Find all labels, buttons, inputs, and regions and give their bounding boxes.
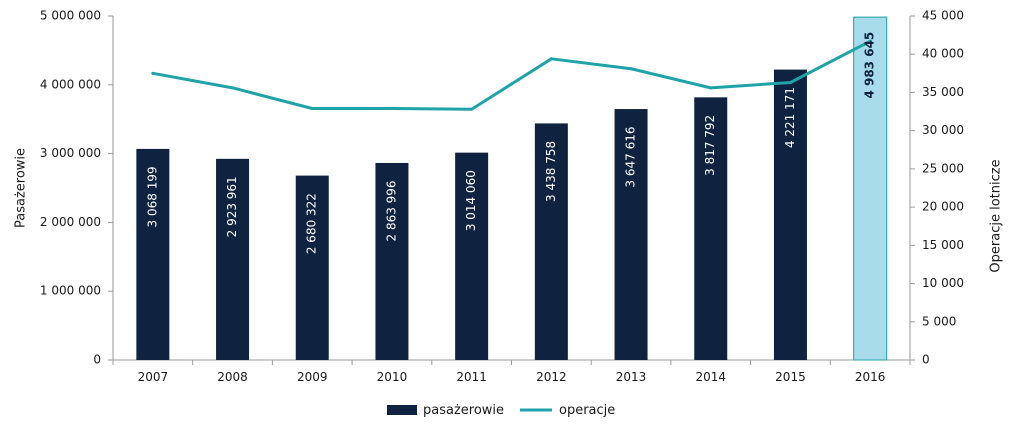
- y2-tick-label: 5 000: [922, 314, 956, 328]
- y2-tick-label: 30 000: [922, 123, 964, 137]
- y-tick-label: 0: [93, 353, 101, 367]
- x-tick-label: 2014: [695, 370, 726, 384]
- bar-data-label-2010: 2 863 996: [384, 180, 398, 241]
- bar-2008: [216, 158, 250, 360]
- x-tick-label: 2010: [377, 370, 408, 384]
- legend-swatch-pasazerowie: [387, 405, 417, 415]
- y-tick-label: 1 000 000: [40, 284, 101, 298]
- bar-2007: [136, 148, 170, 360]
- y-tick-label: 5 000 000: [40, 9, 101, 23]
- bar-data-label-2016: 4 983 645: [863, 32, 877, 99]
- y-axis-title: Pasażerowie: [14, 148, 29, 228]
- bar-data-label-2011: 3 014 060: [464, 170, 478, 231]
- x-tick-label: 2008: [217, 370, 248, 384]
- x-tick-label: 2013: [616, 370, 647, 384]
- y2-tick-label: 45 000: [922, 9, 964, 23]
- y2-tick-label: 10 000: [922, 276, 964, 290]
- legend-label-pasazerowie: pasażerowie: [423, 403, 504, 418]
- point-operacje-2008: [231, 86, 235, 90]
- y2-axis-title: Operacje lotnicze: [989, 159, 1004, 272]
- x-tick-label: 2009: [297, 370, 328, 384]
- y2-tick-label: 40 000: [922, 47, 964, 61]
- bar-data-label-2014: 3 817 792: [703, 115, 717, 176]
- bars: [136, 16, 888, 361]
- point-operacje-2011: [470, 107, 474, 111]
- y-tick-label: 4 000 000: [40, 77, 101, 91]
- legend-label-operacje: operacje: [559, 403, 615, 418]
- y2-tick-label: 25 000: [922, 161, 964, 175]
- x-tick-label: 2007: [138, 370, 169, 384]
- y2-tick-label: 15 000: [922, 238, 964, 252]
- bar-data-label-2012: 3 438 758: [544, 141, 558, 202]
- bar-2016: [853, 16, 888, 361]
- point-operacje-2012: [549, 57, 553, 61]
- bar-2013: [614, 109, 648, 360]
- x-tick-label: 2016: [855, 370, 886, 384]
- point-operacje-2013: [629, 67, 633, 71]
- line-operacje: [151, 39, 872, 111]
- point-operacje-2015: [788, 81, 792, 85]
- y-tick-label: 2 000 000: [40, 215, 101, 229]
- bar-data-label-2015: 4 221 171: [783, 87, 797, 148]
- bar-2015: [773, 69, 807, 360]
- bar-2009: [295, 175, 329, 360]
- bar-2011: [455, 152, 489, 360]
- line-series: [151, 39, 872, 111]
- bar-2010: [375, 162, 409, 360]
- point-operacje-2007: [151, 71, 155, 75]
- x-tick-label: 2012: [536, 370, 567, 384]
- legend: pasażerowie operacje: [387, 403, 615, 418]
- y-tick-label: 3 000 000: [40, 146, 101, 160]
- y2-tick-label: 35 000: [922, 85, 964, 99]
- axes: 0 1 000 000 2 000 000 3 000 000 4 000 000 5 0…: [40, 9, 964, 385]
- point-operacje-2016: [868, 39, 872, 43]
- point-operacje-2010: [390, 106, 394, 110]
- bar-data-label-2007: 3 068 199: [145, 166, 159, 227]
- bar-data-label-2013: 3 647 616: [624, 127, 638, 188]
- x-tick-label: 2011: [456, 370, 487, 384]
- bar-labels: 3 068 199 2 923 961 2 680 322 2 863 996 3 01…: [145, 32, 876, 254]
- point-operacje-2009: [310, 106, 314, 110]
- y2-tick-label: 20 000: [922, 200, 964, 214]
- bar-data-label-2009: 2 680 322: [305, 193, 319, 254]
- bar-2012: [534, 123, 568, 360]
- point-operacje-2014: [709, 86, 713, 90]
- x-tick-label: 2015: [775, 370, 806, 384]
- y2-tick-label: 0: [922, 353, 930, 367]
- bar-data-label-2008: 2 923 961: [225, 176, 239, 237]
- bar-2014: [694, 97, 728, 360]
